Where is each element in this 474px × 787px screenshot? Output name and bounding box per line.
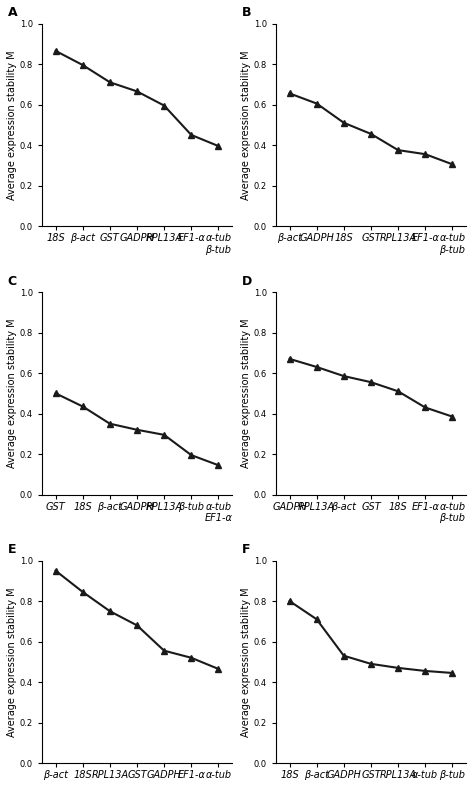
Y-axis label: Average expression stability M: Average expression stability M [7, 587, 17, 737]
Text: F: F [242, 544, 250, 556]
Y-axis label: Average expression stability M: Average expression stability M [241, 50, 251, 200]
Y-axis label: Average expression stability M: Average expression stability M [7, 50, 17, 200]
Text: E: E [8, 544, 16, 556]
Y-axis label: Average expression stability M: Average expression stability M [241, 587, 251, 737]
Y-axis label: Average expression stability M: Average expression stability M [241, 319, 251, 468]
Text: C: C [8, 275, 17, 288]
Text: B: B [242, 6, 251, 20]
Text: A: A [8, 6, 18, 20]
Y-axis label: Average expression stability M: Average expression stability M [7, 319, 17, 468]
Text: D: D [242, 275, 252, 288]
